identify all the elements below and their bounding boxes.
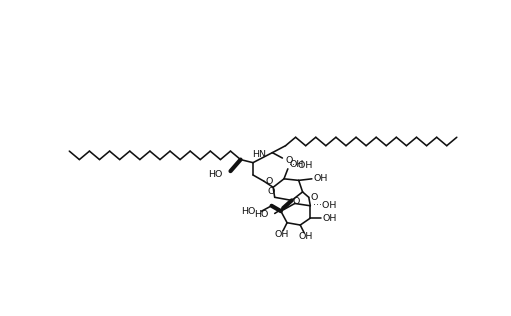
Text: HO: HO <box>241 207 256 216</box>
Text: OH: OH <box>298 232 313 241</box>
Text: OH: OH <box>313 174 328 183</box>
Text: HO: HO <box>254 210 268 219</box>
Text: O: O <box>293 198 300 206</box>
Text: HN: HN <box>252 150 266 160</box>
Text: OH: OH <box>274 230 289 239</box>
Text: O: O <box>286 156 293 165</box>
Text: O: O <box>310 193 318 202</box>
Text: O: O <box>265 177 273 186</box>
Text: ···OH: ···OH <box>289 161 312 170</box>
Text: OH: OH <box>323 214 337 222</box>
Text: OH: OH <box>289 160 304 169</box>
Text: ···OH: ···OH <box>313 201 336 210</box>
Text: HO: HO <box>208 170 223 179</box>
Text: O: O <box>268 187 275 197</box>
